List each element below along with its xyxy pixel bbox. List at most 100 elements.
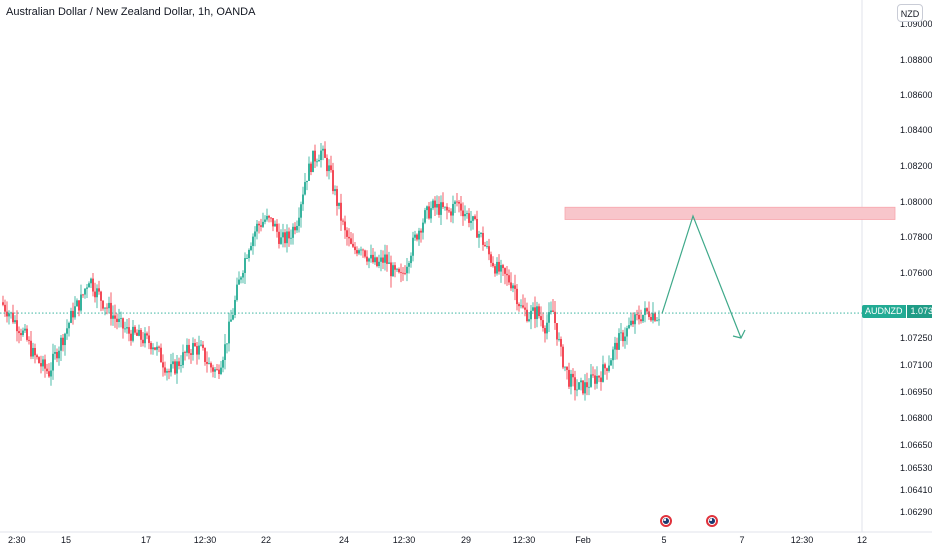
economic-event-icon[interactable] [706,515,718,527]
candle-body [194,343,196,347]
candle-body [52,353,54,371]
x-tick-label: 29 [461,535,471,545]
candle-body [226,343,228,345]
candle-body [342,220,344,222]
candle-body [22,330,24,336]
candle-body [404,273,406,274]
candle-body [96,288,98,298]
candle-body [254,231,256,237]
candle-body [212,367,214,372]
candle-body [344,221,346,231]
candle-body [658,319,660,321]
y-tick-label: 1.09000 [900,19,932,29]
candle-body [244,258,246,273]
candle-body [572,373,574,378]
x-tick-label: 15 [61,535,71,545]
candle-body [454,201,456,204]
price-axis: 1.09000 1.08800 1.08600 1.08400 1.08200 1.080… [900,19,932,517]
price-tag-symbol: AUDNZD [862,305,906,318]
y-tick-label: 1.06650 [900,440,932,450]
candle-body [448,210,450,212]
candle-body [402,272,404,274]
candle-body [482,232,484,245]
x-tick-label: Feb [575,535,591,545]
candle-body [148,335,150,343]
candle-body [144,333,146,344]
candle-body [610,360,612,366]
candle-body [88,283,90,288]
candle-body [216,369,218,371]
candle-body [236,284,238,300]
candle-body [604,364,606,369]
candle-body [622,332,624,342]
candle-body [370,254,372,259]
candle-body [102,300,104,309]
candle-body [176,361,178,374]
candle-body [346,230,348,237]
chart-grid [0,0,932,533]
candle-body [16,320,18,332]
candle-body [106,307,108,309]
candle-body [160,347,162,363]
candle-body [196,346,198,355]
y-tick-label: 1.07100 [900,360,932,370]
candle-body [94,291,96,298]
candle-body [570,373,572,387]
candle-body [512,285,514,289]
candle-body [368,258,370,262]
candle-body [400,272,402,273]
candle-body [64,333,66,346]
candle-body [298,217,300,226]
candle-body [474,216,476,220]
y-tick-label: 1.07800 [900,232,932,242]
candle-body [54,351,56,354]
candle-body [264,219,266,222]
economic-event-icon[interactable] [660,515,672,527]
candle-body [494,266,496,274]
candle-body [86,287,88,289]
candle-body [524,307,526,310]
candle-body [192,343,194,355]
candle-body [528,319,530,322]
candle-body [224,344,226,360]
candle-body [458,201,460,204]
candle-body [576,389,578,391]
candle-body [358,250,360,254]
candle-body [70,310,72,323]
candle-body [634,314,636,325]
candle-body [28,339,30,341]
candle-body [210,363,212,368]
candle-body [158,346,160,348]
candle-body [618,333,620,350]
candle-body [638,314,640,320]
x-tick-label: 12:30 [513,535,536,545]
resistance-zone-layer [564,206,896,220]
candle-body [40,363,42,367]
candle-body [444,206,446,208]
candle-body [240,277,242,280]
candle-body [190,353,192,355]
candle-body [274,223,276,227]
candles-layer [2,141,660,401]
candle-body [420,230,422,233]
projection-arrowhead [732,329,746,339]
candle-body [188,344,190,354]
currency-selector[interactable]: NZD [897,4,923,22]
candle-body [374,257,376,263]
candle-body [30,340,32,357]
candle-body [560,339,562,347]
candle-body [568,369,570,387]
candle-body [286,231,288,244]
candle-body [98,288,100,292]
candle-body [66,328,68,334]
candle-body [178,361,180,366]
projection-path [661,214,742,339]
candle-body [316,161,318,163]
candle-body [584,382,586,394]
candle-body [260,225,262,227]
candle-body [270,217,272,219]
candle-body [384,254,386,263]
x-tick-label: 12:30 [393,535,416,545]
candle-body [582,380,584,394]
